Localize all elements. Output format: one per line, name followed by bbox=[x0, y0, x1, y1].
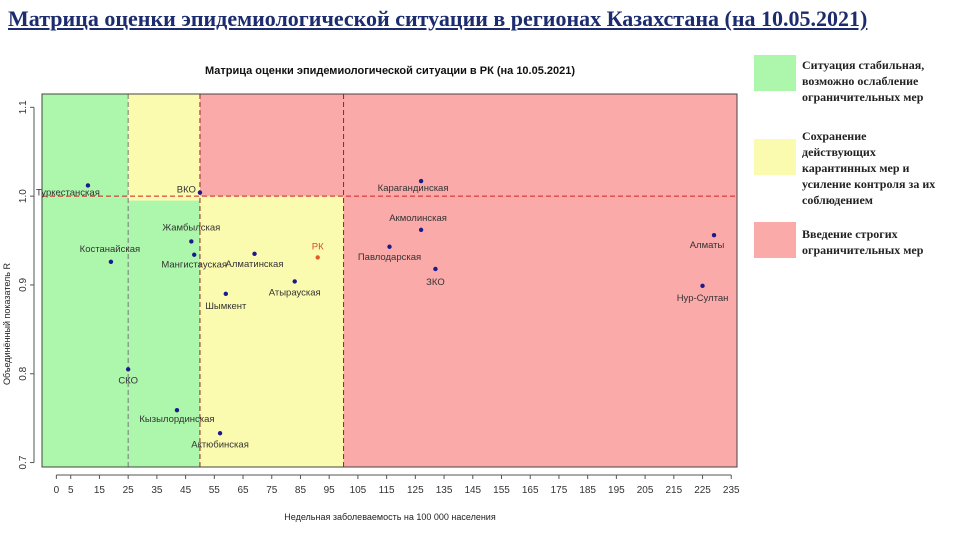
x-axis: 0 5 15 25 35 45 55 65 75 85 95 105 115 125 135 145 155 16… bbox=[54, 474, 740, 496]
data-point-label: Туркестанская bbox=[36, 187, 100, 198]
x-tick-label: 65 bbox=[237, 485, 249, 496]
data-point-label: Мангистауская bbox=[161, 260, 227, 271]
y-tick-label: 0.9 bbox=[18, 278, 29, 292]
data-point bbox=[108, 259, 114, 265]
x-tick-label: 0 bbox=[54, 485, 60, 496]
x-tick-label: 195 bbox=[608, 485, 625, 496]
y-axis-label: Объединённый показатель R bbox=[2, 263, 12, 386]
x-tick-label: 5 bbox=[68, 485, 74, 496]
x-tick-label: 85 bbox=[295, 485, 307, 496]
x-tick-label: 45 bbox=[180, 485, 192, 496]
data-point bbox=[292, 279, 297, 284]
x-tick-label: 155 bbox=[493, 485, 510, 496]
x-tick-label: 35 bbox=[151, 485, 163, 496]
data-point bbox=[125, 367, 131, 372]
x-tick-label: 15 bbox=[94, 485, 106, 496]
chart-title: Матрица оценки эпидемиологической ситуац… bbox=[205, 65, 575, 77]
data-point bbox=[700, 283, 705, 289]
x-tick-label: 165 bbox=[522, 485, 539, 496]
data-point-label: Павлодарская bbox=[358, 252, 421, 263]
x-tick-label: 125 bbox=[407, 485, 424, 496]
chart-zones bbox=[42, 94, 738, 467]
legend-swatch-stable bbox=[754, 55, 796, 91]
data-point bbox=[85, 183, 91, 188]
y-axis: 0.7 0.8 0.9 1.0 1.1 bbox=[18, 100, 35, 470]
x-tick-label: 235 bbox=[723, 485, 740, 496]
data-point-label: СКО bbox=[118, 375, 138, 386]
data-point-label: Атырауская bbox=[269, 287, 321, 298]
data-point bbox=[387, 244, 392, 249]
data-point-label: Нур-Султан bbox=[677, 293, 729, 304]
y-tick-label: 0.8 bbox=[18, 366, 29, 380]
data-points: Туркестанская ВКО Карагандинская Акмолинска… bbox=[36, 178, 729, 450]
data-point-label: Кызылординская bbox=[139, 414, 214, 425]
data-point-label: Костанайская bbox=[80, 244, 140, 255]
data-point bbox=[711, 233, 717, 238]
legend-label-strict: Введение строгих ограничительных мер bbox=[802, 227, 924, 257]
x-tick-label: 145 bbox=[464, 485, 481, 496]
page-title: Матрица оценки эпидемиологической ситуац… bbox=[8, 6, 868, 31]
data-point bbox=[418, 227, 424, 233]
data-point bbox=[433, 266, 438, 272]
legend-label-maintain: Сохранение действующих карантинных мер и… bbox=[802, 129, 936, 207]
x-tick-label: 55 bbox=[209, 485, 221, 496]
x-tick-label: 25 bbox=[123, 485, 135, 496]
y-tick-label: 0.7 bbox=[18, 455, 29, 469]
data-point-label: Шымкент bbox=[205, 301, 247, 312]
data-point-label: Алматинская bbox=[226, 259, 284, 270]
x-tick-label: 115 bbox=[379, 485, 395, 496]
y-tick-label: 1.1 bbox=[18, 100, 29, 114]
x-tick-label: 225 bbox=[694, 485, 711, 496]
legend-label-stable: Ситуация стабильная, возможно ослабление… bbox=[802, 58, 925, 104]
x-tick-label: 205 bbox=[637, 485, 654, 496]
x-tick-label: 75 bbox=[266, 485, 278, 496]
data-point-label: Карагандинская bbox=[378, 183, 449, 194]
x-axis-label: Недельная заболеваемость на 100 000 насе… bbox=[284, 512, 496, 522]
data-point bbox=[418, 178, 424, 184]
data-point bbox=[315, 255, 320, 260]
data-point-label: Жамбылская bbox=[162, 222, 220, 233]
data-point bbox=[223, 291, 229, 297]
zone-2 bbox=[128, 94, 200, 201]
data-point-label: РК bbox=[312, 241, 324, 252]
legend-swatch-strict bbox=[754, 222, 796, 258]
scatter-chart: 0 5 15 25 35 45 55 65 75 85 95 105 115 125 135 145 155 16… bbox=[2, 65, 740, 522]
plot-frame bbox=[41, 93, 738, 468]
data-point-label: ВКО bbox=[177, 185, 196, 196]
data-point bbox=[189, 239, 194, 244]
x-tick-label: 95 bbox=[324, 485, 336, 496]
legend-swatch-maintain bbox=[754, 139, 796, 175]
x-tick-label: 215 bbox=[665, 485, 682, 496]
data-point-label: ЗКО bbox=[426, 277, 445, 288]
data-point bbox=[174, 407, 180, 413]
data-point-label: Алматы bbox=[690, 240, 725, 251]
data-point bbox=[192, 252, 197, 257]
x-tick-label: 175 bbox=[551, 485, 568, 496]
threshold-lines bbox=[42, 94, 737, 467]
data-point bbox=[197, 190, 203, 195]
data-point-label: Актюбинская bbox=[191, 439, 249, 450]
data-point-label: Акмолинская bbox=[389, 213, 447, 224]
zone-3 bbox=[199, 196, 344, 467]
x-tick-label: 135 bbox=[436, 485, 453, 496]
x-tick-label: 185 bbox=[579, 485, 596, 496]
data-point bbox=[252, 251, 257, 257]
data-point bbox=[217, 431, 223, 436]
y-tick-label: 1.0 bbox=[18, 189, 29, 203]
x-tick-label: 105 bbox=[350, 485, 367, 496]
